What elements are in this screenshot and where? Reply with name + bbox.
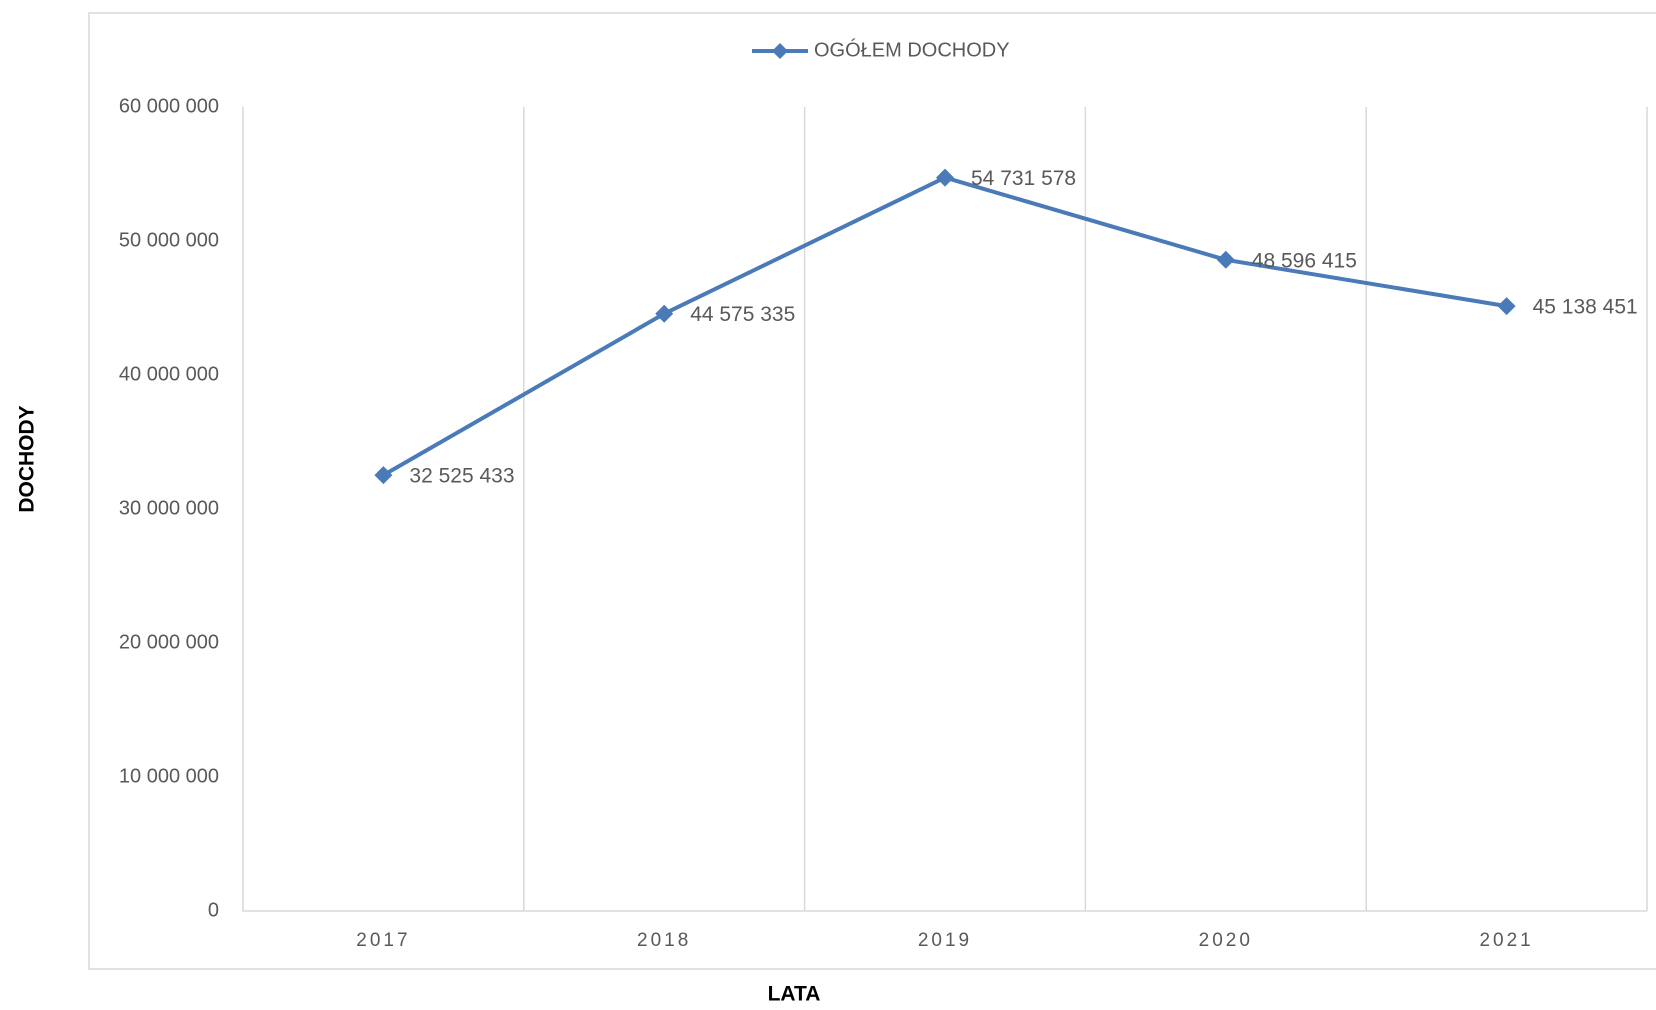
data-label: 32 525 433: [409, 465, 514, 488]
chart-border: [88, 12, 1656, 970]
y-tick-label: 0: [208, 899, 219, 921]
x-tick-label: 2019: [918, 930, 972, 951]
x-tick-label: 2018: [637, 930, 691, 951]
y-tick-label: 30 000 000: [119, 497, 219, 519]
data-point: [655, 304, 674, 323]
data-label: 44 575 335: [690, 303, 795, 326]
data-label: 54 731 578: [971, 167, 1076, 190]
x-tick-label: 2021: [1479, 930, 1533, 951]
x-tick-label: 2020: [1199, 930, 1253, 951]
data-point: [1497, 297, 1516, 316]
y-axis-title: DOCHODY: [16, 405, 39, 512]
y-tick-label: 40 000 000: [119, 363, 219, 385]
data-point: [374, 466, 393, 485]
legend-marker: [772, 43, 788, 59]
y-tick-label: 50 000 000: [119, 229, 219, 251]
data-label: 45 138 451: [1533, 296, 1638, 319]
data-point: [1216, 250, 1235, 269]
x-axis-title: LATA: [768, 983, 821, 1006]
data-label: 48 596 415: [1252, 249, 1357, 272]
x-tick-label: 2017: [356, 930, 410, 951]
legend-label: OGÓŁEM DOCHODY: [814, 38, 1010, 61]
y-tick-label: 60 000 000: [119, 95, 219, 117]
y-tick-label: 20 000 000: [119, 631, 219, 653]
data-point: [936, 168, 954, 187]
y-tick-label: 10 000 000: [119, 765, 219, 787]
